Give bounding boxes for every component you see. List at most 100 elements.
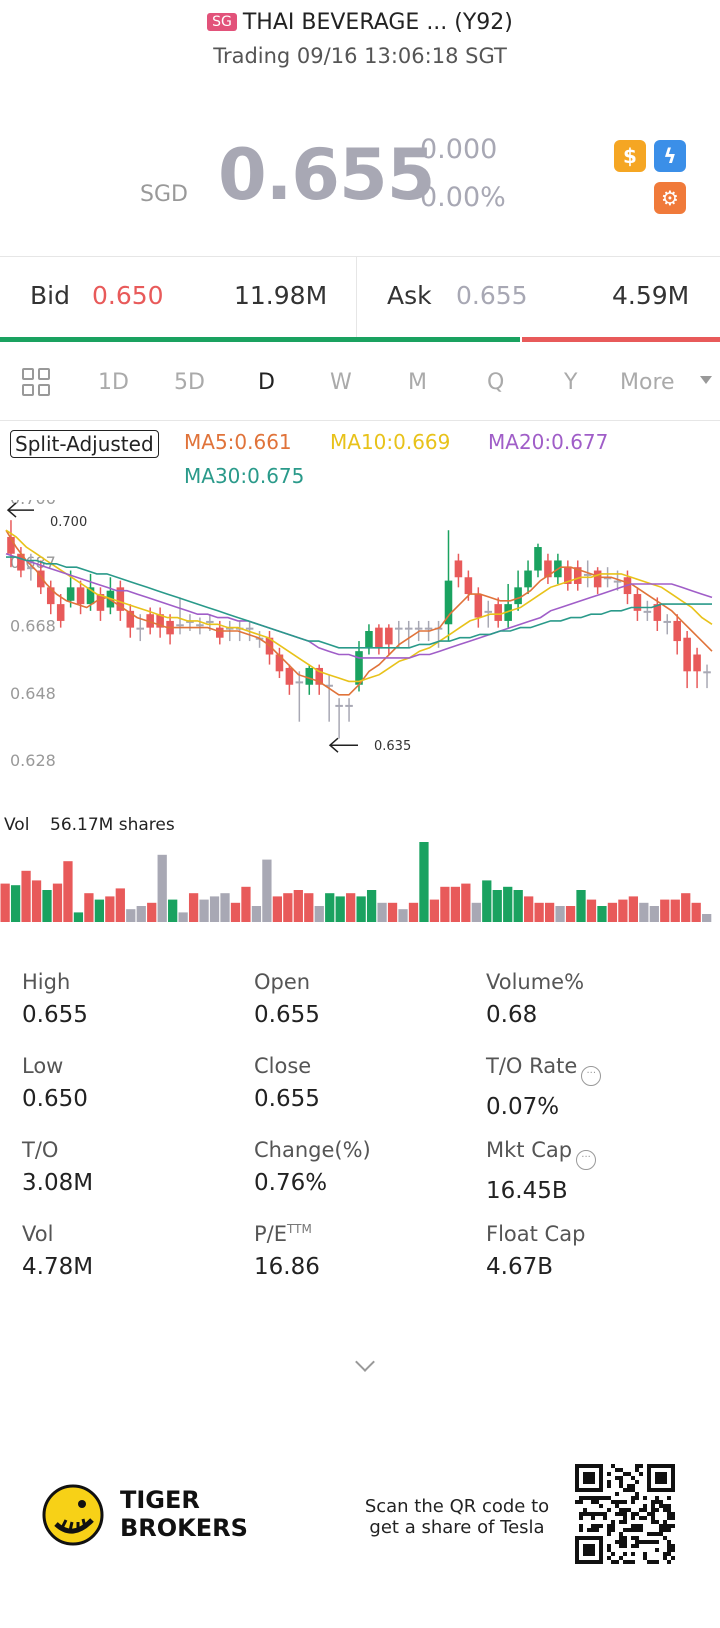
ask-ratio-bar [522, 337, 720, 342]
qr-module [651, 1500, 655, 1504]
stat-value: 0.68 [486, 1002, 538, 1028]
qr-module [643, 1540, 647, 1544]
qr-module [595, 1528, 599, 1532]
stat-label: P/E [254, 1222, 288, 1246]
tab-5d[interactable]: 5D [174, 370, 205, 395]
qr-module [659, 1532, 663, 1536]
candle-body [385, 627, 393, 645]
stat-value: 0.07% [486, 1094, 560, 1120]
qr-module [603, 1496, 607, 1500]
candle-body [156, 614, 164, 628]
qr-module [623, 1472, 627, 1476]
more-icon[interactable]: ··· [581, 1066, 602, 1086]
candle-body [583, 573, 592, 576]
volume-bar [241, 886, 251, 922]
candle-body [564, 567, 572, 584]
pe-superscript: TTM [287, 1222, 312, 1236]
volume-bar [356, 896, 366, 922]
candle-body [593, 570, 602, 588]
qr-module [663, 1508, 667, 1512]
qr-module [671, 1544, 675, 1548]
volume-bar [408, 902, 419, 922]
candlestick-chart[interactable]: 0.7060.6870.6680.6480.6280.7000.635Vol56… [0, 500, 720, 930]
tab-d[interactable]: D [258, 370, 275, 395]
volume-bar [649, 906, 659, 922]
qr-module [623, 1512, 627, 1516]
volume-value: 56.17M shares [50, 815, 175, 835]
qr-module [631, 1512, 635, 1516]
bid-ask-bar[interactable]: Bid 0.650 11.98M Ask 0.655 4.59M [0, 257, 720, 337]
dollar-icon[interactable]: $ [614, 140, 646, 172]
flash-icon[interactable]: ϟ [654, 140, 686, 172]
volume-bar [681, 893, 691, 922]
chevron-down-icon[interactable] [700, 376, 712, 384]
last-price: 0.655 [218, 134, 435, 216]
brand-name: TIGER BROKERS [120, 1486, 248, 1542]
qr-module [663, 1552, 667, 1556]
volume-bar [52, 883, 63, 922]
volume-bar [0, 883, 10, 922]
qr-module [595, 1524, 599, 1528]
candle-body [315, 667, 324, 685]
y-tick-label: 0.706 [10, 500, 56, 508]
volume-bar [366, 890, 377, 922]
qr-module [631, 1560, 635, 1564]
volume-bar [157, 854, 167, 922]
qr-module [651, 1508, 655, 1512]
candle-body [673, 620, 681, 642]
qr-module [631, 1484, 635, 1488]
expand-chevron-icon[interactable] [355, 1352, 375, 1372]
volume-bar [188, 893, 199, 922]
volume-bar [178, 912, 188, 922]
stat-turnover: T/O 3.08M [22, 1138, 242, 1196]
qr-module [655, 1472, 667, 1484]
qr-module [587, 1512, 591, 1516]
tab-q[interactable]: Q [487, 370, 505, 395]
volume-bar [314, 906, 324, 922]
qr-module [655, 1496, 659, 1500]
divider [356, 257, 357, 337]
candle-body [275, 654, 284, 672]
volume-bar [524, 896, 534, 922]
volume-bar [639, 902, 649, 922]
tab-m[interactable]: M [408, 370, 427, 395]
volume-bar [84, 893, 94, 922]
volume-bar [398, 909, 408, 922]
divider [0, 256, 720, 257]
tab-1d[interactable]: 1D [98, 370, 129, 395]
grid-icon[interactable] [22, 368, 52, 398]
qr-module [635, 1544, 639, 1548]
qr-caption-line: Scan the QR code to [364, 1496, 550, 1517]
stat-label: Change(%) [254, 1138, 371, 1162]
tab-more[interactable]: More [620, 370, 675, 395]
qr-module [611, 1552, 615, 1556]
volume-bar [565, 906, 576, 922]
qr-module [635, 1468, 639, 1472]
stat-label: Float Cap [486, 1222, 586, 1246]
qr-module [655, 1540, 659, 1544]
qr-module [643, 1496, 647, 1500]
qr-module [663, 1536, 667, 1540]
volume-bar [63, 861, 73, 922]
candle-body [206, 620, 214, 623]
y-tick-label: 0.668 [10, 617, 56, 636]
qr-module [667, 1524, 671, 1528]
qr-module [595, 1500, 599, 1504]
split-adjusted-toggle[interactable]: Split-Adjusted [10, 430, 159, 458]
qr-module [667, 1512, 671, 1516]
gear-icon[interactable]: ⚙ [654, 182, 686, 214]
tab-w[interactable]: W [330, 370, 352, 395]
qr-module [635, 1512, 639, 1516]
stat-value: 0.655 [22, 1002, 88, 1028]
bid-volume: 11.98M [234, 281, 328, 310]
qr-module [619, 1544, 623, 1548]
ma10-label: MA10:0.669 [330, 430, 451, 454]
qr-module [639, 1528, 643, 1532]
tab-y[interactable]: Y [564, 370, 578, 395]
qr-module [655, 1520, 659, 1524]
more-icon[interactable]: ··· [576, 1150, 597, 1170]
qr-module [631, 1528, 635, 1532]
qr-module [627, 1560, 631, 1564]
qr-module [591, 1528, 595, 1532]
qr-module [607, 1528, 611, 1532]
